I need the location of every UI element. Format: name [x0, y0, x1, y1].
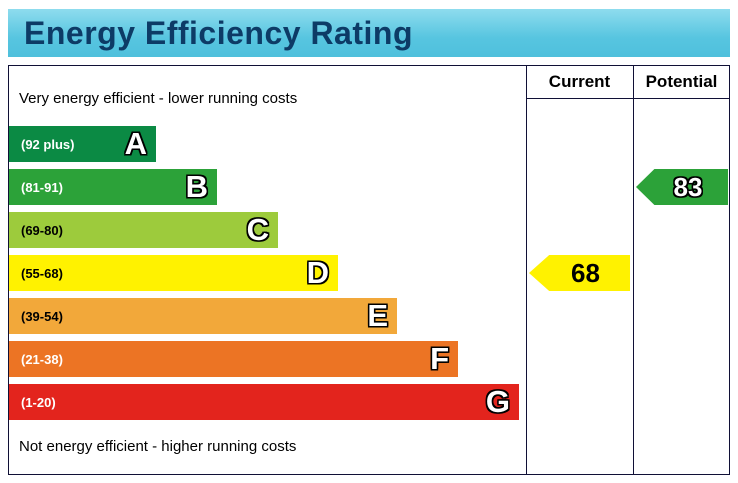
band-letter: G — [485, 384, 510, 419]
band-range-label: (92 plus) — [21, 136, 75, 152]
current-rating-arrow: 68 — [529, 255, 630, 291]
band-C: (69-80) C — [9, 212, 278, 248]
current-column-divider — [526, 66, 527, 474]
band-G: (1-20) G — [9, 384, 519, 420]
band-range-label: (39-54) — [21, 308, 63, 324]
band-F: (21-38) F — [9, 341, 458, 377]
band-range-label: (81-91) — [21, 179, 63, 195]
band-letter: C — [246, 212, 269, 247]
rating-bands: (92 plus) A (81-91) B (69-80) C (55-68) D (39-54… — [9, 126, 526, 421]
current-rating-value: 68 — [571, 257, 600, 288]
chart-title-bar: Energy Efficiency Rating — [8, 9, 730, 57]
chart-box: Current Potential Very energy efficient … — [8, 65, 730, 475]
band-letter: D — [306, 255, 329, 290]
top-note: Very energy efficient - lower running co… — [19, 90, 298, 107]
current-column-header: Current — [548, 72, 611, 91]
band-range-label: (1-20) — [21, 394, 56, 410]
potential-column-divider — [633, 66, 634, 474]
band-range-label: (69-80) — [21, 222, 63, 238]
potential-rating-arrow: 83 — [636, 169, 728, 205]
bottom-note: Not energy efficient - higher running co… — [19, 438, 297, 455]
page-title: Energy Efficiency Rating — [24, 14, 413, 51]
band-A: (92 plus) A — [9, 126, 156, 162]
band-letter: A — [124, 126, 147, 161]
band-letter: B — [185, 169, 208, 204]
potential-rating-value: 83 — [673, 171, 703, 202]
band-letter: E — [367, 298, 388, 333]
band-E: (39-54) E — [9, 298, 397, 334]
band-letter: F — [430, 341, 449, 376]
band-range-label: (21-38) — [21, 351, 63, 367]
band-B: (81-91) B — [9, 169, 217, 205]
band-D: (55-68) D — [9, 255, 338, 291]
band-range-label: (55-68) — [21, 265, 63, 281]
potential-column-header: Potential — [645, 72, 718, 91]
header-underline — [526, 98, 729, 99]
